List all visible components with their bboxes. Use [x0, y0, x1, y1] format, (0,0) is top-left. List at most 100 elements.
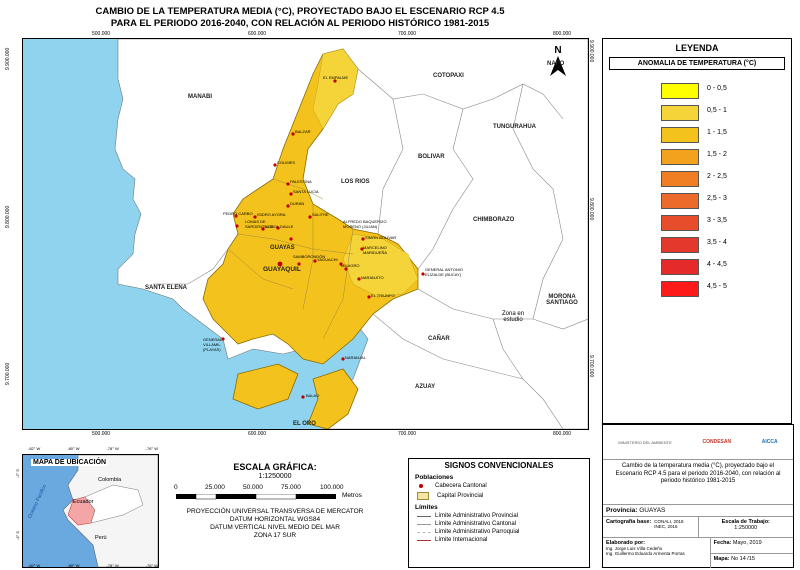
- city-balzar: BALZAR: [295, 129, 311, 134]
- legend-panel: LEYENDA ANOMALIA DE TEMPERATURA (°C) 0 -…: [602, 38, 792, 424]
- city-marker: [333, 79, 337, 83]
- fecha-row: Fecha: Mayo, 2019: [710, 538, 793, 554]
- city-nobol: NOBOL: [265, 224, 280, 229]
- cities-group: [221, 79, 425, 399]
- city-guayaquil: GUAYAQUIL: [263, 266, 301, 273]
- cartografia-values: CONALI, 2018 INEC, 2016: [654, 519, 683, 535]
- locmap-tick: -82° W: [28, 446, 41, 451]
- mapa-value: No 14 /15: [731, 556, 755, 562]
- autor-1: Ing. Jorge Luis Villa Cedeño: [606, 546, 663, 551]
- lim-int-icon: [417, 539, 431, 541]
- aicca-logo: AICCA: [761, 439, 778, 445]
- legend-swatch: [661, 149, 699, 165]
- city-marker: [301, 395, 305, 399]
- city-marker: [291, 132, 295, 136]
- city-samborondon: SAMBORONDÓN: [293, 254, 326, 259]
- locmap-tick: -78° W: [106, 446, 119, 451]
- tick-bottom-2: 600.000: [248, 431, 267, 437]
- city-marker: [276, 226, 280, 230]
- legend-swatch: [661, 259, 699, 275]
- region-guayas: GUAYAS: [270, 245, 295, 251]
- city-naranjito: NARANJITO: [361, 275, 384, 280]
- city-marker: [234, 214, 238, 218]
- elaborado-label: Elaborado por:: [606, 540, 646, 546]
- locmap-ticks-bottom: -82° W -80° W -78° W -76° W: [28, 563, 158, 568]
- tick-bottom-3: 700.000: [398, 431, 417, 437]
- signos-lim-prov-row: Límite Administrativo Provincial: [417, 513, 589, 519]
- city-marker: [360, 247, 364, 251]
- city-naranjal: NARANJAL: [345, 355, 366, 360]
- guayas-north-patch: [312, 48, 359, 130]
- city-lomas-sargentillo: LOMAS DE SARGENTILLO: [245, 219, 274, 229]
- signos-lim-parr-row: Límite Administrativo Parroquial: [417, 529, 589, 535]
- map-title: CAMBIO DE LA TEMPERATURA MEDIA (°C), PRO…: [0, 6, 600, 30]
- legend-item: 3,5 - 4: [661, 237, 791, 253]
- scale-bar-area: 0 25.000 50.000 75.000 100.000 Metros: [160, 484, 390, 506]
- scale-tick: 25.000: [205, 484, 225, 491]
- city-jujan: ALFREDO BAQUERIZO MORENO (JUJAN): [343, 219, 387, 229]
- locmap-tick: -80° W: [67, 563, 80, 568]
- scale-bar: [176, 494, 336, 500]
- city-marker: [286, 204, 290, 208]
- locmap-title: MAPA DE UBICACIÓN: [31, 459, 109, 466]
- signos-lim-cant: Límite Administrativo Cantonal: [435, 521, 517, 527]
- puna-island: [232, 363, 299, 410]
- signos-poblaciones: Poblaciones: [415, 474, 454, 481]
- capital-marker: [277, 261, 283, 267]
- region-tungurahua: TUNGURAHUA: [493, 124, 536, 130]
- city-balao: BALAO: [306, 393, 320, 398]
- city-isidro-ayora: ISIDRO AYORA: [257, 212, 286, 217]
- city-bucay: GENERAL ANTONIO ELIZALDE (BUCAY): [425, 267, 464, 277]
- north-arrow-icon: [550, 56, 566, 76]
- city-marker: [421, 272, 425, 276]
- lim-prov-icon: [417, 515, 431, 517]
- north-arrow: N: [543, 45, 573, 83]
- locmap-tick: -78° W: [106, 563, 119, 568]
- lim-cant-icon: [417, 523, 431, 525]
- locmap-svg: [23, 455, 158, 567]
- legend-item: 4,5 - 5: [661, 281, 791, 297]
- tick-top-1: 500.000: [92, 31, 111, 37]
- info-panel: MINISTERIO DEL AMBIENTE CONDESAN AICCA C…: [602, 424, 794, 568]
- scale-units: Metros: [342, 492, 362, 499]
- escala-label: Escala de Trabajo:: [721, 519, 770, 525]
- legend-swatch: [661, 127, 699, 143]
- signos-lim-prov: Límite Administrativo Provincial: [435, 513, 519, 519]
- city-marker: [289, 237, 293, 241]
- locmap-tick: -76° W: [145, 563, 158, 568]
- region-cotopaxi: COTOPAXI: [433, 73, 464, 79]
- signos-limites: Límites: [415, 504, 438, 511]
- legend-swatch: [661, 193, 699, 209]
- city-pedro-carbo: PEDRO CARBO: [223, 211, 253, 216]
- locmap-peru: Perú: [95, 535, 107, 541]
- city-palestina: PALESTINA: [290, 179, 312, 184]
- city-marker: [286, 182, 290, 186]
- signos-lim-cant-row: Límite Administrativo Cantonal: [417, 521, 589, 527]
- fecha-mapa-cell: Fecha: Mayo, 2019 Mapa: No 14 /15: [710, 538, 793, 568]
- city-yaguachi: YAGUACHI: [317, 257, 338, 262]
- region-canar: CAÑAR: [428, 336, 450, 342]
- city-milagro: MILAGRO: [341, 263, 360, 268]
- legend-item: 0 - 0,5: [661, 83, 791, 99]
- legend-item: 1 - 1,5: [661, 127, 791, 143]
- legend-swatch: [661, 215, 699, 231]
- city-marker: [357, 277, 361, 281]
- main-map: MANABI COTOPAXI TUNGURAHUA LOS RIOS BOLI…: [22, 38, 589, 430]
- guayas-south: [307, 368, 359, 429]
- locmap-tick: -82° W: [28, 563, 41, 568]
- region-santa-elena: SANTA ELENA: [145, 285, 187, 291]
- locmap-tick: -76° W: [145, 446, 158, 451]
- tick-left-1: 9.900.000: [5, 47, 11, 70]
- region-napo: NAPO: [547, 61, 565, 67]
- tick-bottom-4: 800.000: [553, 431, 572, 437]
- mapa-label: Mapa:: [713, 556, 730, 562]
- condesan-logo: CONDESAN: [702, 439, 732, 445]
- region-bolivar: BOLIVAR: [418, 154, 445, 160]
- scale-title: ESCALA GRÁFICA:: [233, 462, 317, 472]
- tick-left-3: 9.700.000: [5, 362, 11, 385]
- legend-swatch: [661, 281, 699, 297]
- cantonal-limits: [227, 178, 354, 340]
- tick-top-3: 700.000: [398, 31, 417, 37]
- legend-item: 2 - 2,5: [661, 171, 791, 187]
- city-marker: [289, 192, 293, 196]
